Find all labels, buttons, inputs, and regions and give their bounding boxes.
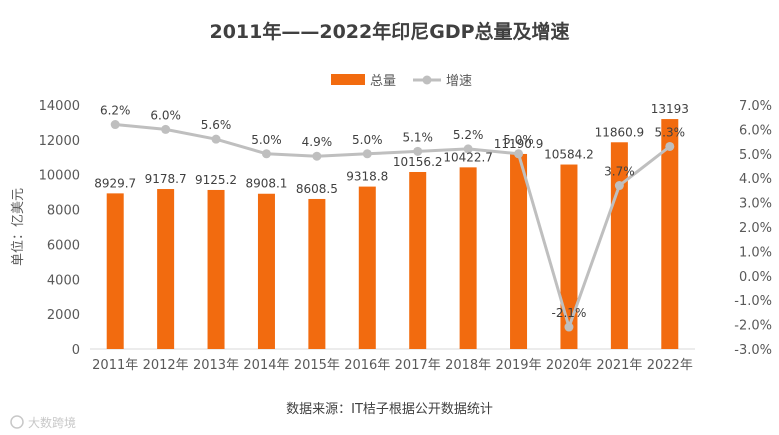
bar-value-label: 9125.2 [195, 173, 237, 187]
bar [207, 189, 225, 349]
x-tick-label: 2015年 [294, 358, 340, 373]
line-point [413, 146, 423, 156]
line-value-label: 5.0% [352, 133, 383, 147]
line-point [312, 151, 322, 161]
line-point [463, 144, 473, 154]
line-value-label: 4.9% [302, 135, 333, 149]
x-tick-label: 2020年 [546, 358, 592, 373]
line-value-label: -2.1% [552, 306, 587, 320]
line-value-label: 6.0% [150, 108, 181, 122]
bar [510, 153, 528, 349]
legend-swatch-total [331, 74, 365, 85]
y2-tick-label: 1.0% [739, 245, 772, 260]
bar-value-label: 13193 [651, 102, 689, 116]
x-tick-label: 2013年 [193, 358, 239, 373]
watermark: 大数跨境 [10, 415, 76, 430]
line-value-label: 5.3% [655, 125, 686, 139]
line-value-label: 5.0% [503, 133, 534, 147]
bar [308, 198, 326, 349]
line-value-label: 6.2% [100, 104, 131, 118]
y-axis-ticks: 0 2000 4000 6000 8000 10000 12000 14000 [39, 99, 80, 358]
y2-tick-label: 3.0% [739, 197, 772, 212]
y2-axis-ticks: -3.0% -2.0% -1.0% 0.0% 1.0% 2.0% 3.0% 4.0% 5.0% 6… [734, 99, 772, 358]
bar-value-label: 8908.1 [245, 177, 287, 191]
line-value-label: 5.2% [453, 128, 484, 142]
y-axis-title: 单位：亿美元 [11, 188, 26, 266]
y2-tick-label: -1.0% [734, 294, 772, 309]
x-axis-ticks: 2011年 2012年 2013年 2014年 2015年 2016年 2017年 2018年… [92, 358, 693, 373]
y-tick-label: 6000 [47, 238, 80, 253]
line-series [110, 120, 675, 332]
line-point [261, 149, 271, 159]
bar [358, 186, 376, 349]
bar-value-label: 8929.7 [94, 176, 136, 190]
legend-marker-growth [422, 75, 432, 85]
y2-tick-label: -3.0% [734, 343, 772, 358]
x-tick-label: 2011年 [92, 358, 138, 373]
bar-value-label: 10584.2 [544, 148, 594, 162]
legend: 总量 增速 [331, 74, 472, 89]
bar-value-label: 11860.9 [595, 125, 645, 139]
y-tick-label: 8000 [47, 204, 80, 219]
line-point [614, 181, 624, 191]
watermark-text: 大数跨境 [28, 415, 76, 430]
y2-tick-label: 5.0% [739, 148, 772, 163]
x-tick-label: 2021年 [596, 358, 642, 373]
y2-tick-label: -2.0% [734, 319, 772, 334]
y-tick-label: 10000 [39, 169, 80, 184]
y2-tick-label: 4.0% [739, 172, 772, 187]
bar [409, 171, 427, 349]
bar-value-label: 10156.2 [393, 155, 443, 169]
x-tick-label: 2019年 [495, 358, 541, 373]
line-value-label: 5.1% [402, 130, 433, 144]
watermark-icon [10, 415, 24, 429]
y-tick-label: 0 [72, 343, 80, 358]
x-tick-label: 2016年 [344, 358, 390, 373]
bar [157, 189, 175, 349]
bar-value-label: 8608.5 [296, 182, 338, 196]
y-tick-label: 4000 [47, 273, 80, 288]
line-point [362, 149, 372, 159]
line-value-label: 5.6% [201, 118, 232, 132]
x-tick-label: 2018年 [445, 358, 491, 373]
y-tick-label: 12000 [39, 134, 80, 149]
bar-series [106, 119, 679, 350]
bar [257, 193, 275, 349]
y2-tick-label: 6.0% [739, 123, 772, 138]
bar [459, 167, 477, 349]
y2-tick-label: 2.0% [739, 221, 772, 236]
x-tick-label: 2022年 [647, 358, 693, 373]
line-point [514, 149, 524, 159]
bar-value-label: 10422.7 [443, 150, 493, 164]
bar-value-label: 11190.9 [494, 137, 544, 151]
line-point [564, 322, 574, 332]
growth-line [115, 123, 671, 329]
y-tick-label: 2000 [47, 308, 80, 323]
y2-tick-label: 0.0% [739, 270, 772, 285]
bar [661, 119, 679, 350]
chart-title: 2011年——2022年印尼GDP总量及增速 [209, 20, 569, 43]
line-point [665, 141, 675, 151]
y2-tick-label: 7.0% [739, 99, 772, 114]
line-value-label: 5.0% [251, 133, 282, 147]
bar [560, 164, 578, 349]
bar-labels: 8929.7 9178.7 9125.2 8908.1 8608.5 9318.8 1015… [94, 102, 689, 196]
x-tick-label: 2017年 [395, 358, 441, 373]
x-tick-label: 2012年 [143, 358, 189, 373]
legend-label-total: 总量 [370, 74, 396, 89]
bar [106, 193, 124, 349]
legend-label-growth: 增速 [446, 74, 472, 89]
y-tick-label: 14000 [39, 99, 80, 114]
bar-value-label: 9318.8 [346, 170, 388, 184]
line-point [211, 134, 221, 144]
source-note: 数据来源：IT桔子根据公开数据统计 [286, 402, 493, 417]
x-tick-label: 2014年 [243, 358, 289, 373]
line-labels: 6.2% 6.0% 5.6% 5.0% 4.9% 5.0% 5.1% 5.2% 5.0% -2.1… [100, 104, 685, 321]
line-point [161, 124, 171, 134]
bar-value-label: 9178.7 [145, 172, 187, 186]
line-point [110, 120, 120, 130]
line-value-label: 3.7% [604, 165, 635, 179]
